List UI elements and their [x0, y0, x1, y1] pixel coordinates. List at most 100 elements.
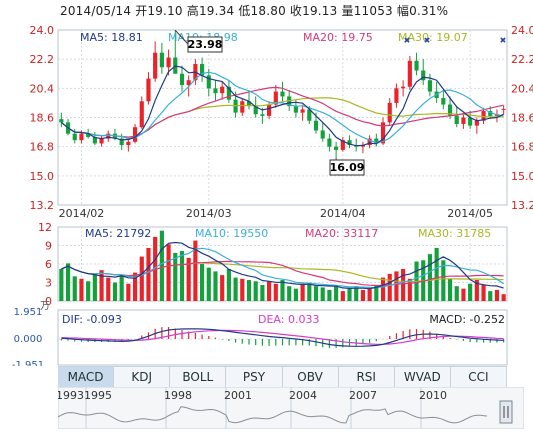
candle-body[interactable] [153, 52, 158, 79]
candle-body[interactable] [407, 60, 412, 87]
candle-body[interactable] [59, 119, 64, 123]
history-timeline[interactable]: 1993 1995 1998 2001 2004 2007 2010 [58, 387, 524, 429]
volume-bar[interactable] [327, 289, 332, 301]
volume-bar[interactable] [65, 263, 71, 301]
candle-body[interactable] [213, 88, 218, 94]
candle-body[interactable] [220, 86, 225, 94]
volume-bar[interactable] [186, 257, 191, 301]
stock-chart[interactable]: 24.0 24.0 22.2 22.2 20.4 20.4 18.6 18.6 16.8 16.8… [0, 0, 533, 366]
volume-bar[interactable] [494, 289, 500, 301]
candle-body[interactable] [488, 111, 493, 116]
volume-bar[interactable] [307, 282, 312, 302]
candle-body[interactable] [380, 122, 386, 144]
candle-body[interactable] [246, 101, 252, 107]
volume-bar[interactable] [233, 277, 238, 301]
volume-bar[interactable] [334, 284, 339, 301]
candle-body[interactable] [414, 60, 419, 71]
volume-bar[interactable] [92, 273, 97, 301]
candle-body[interactable] [401, 86, 406, 89]
candle-body[interactable] [347, 140, 352, 146]
candle-body[interactable] [186, 80, 191, 86]
candle-body[interactable] [179, 73, 185, 86]
candle-body[interactable] [468, 117, 473, 126]
volume-bar[interactable] [434, 247, 439, 301]
volume-bar[interactable] [119, 275, 124, 301]
candle-body[interactable] [481, 111, 486, 121]
candle-body[interactable] [132, 127, 138, 142]
tab-wvad[interactable]: WVAD [394, 367, 451, 387]
volume-bar[interactable] [427, 254, 433, 301]
tab-rsi[interactable]: RSI [338, 367, 395, 387]
volume-bar[interactable] [72, 276, 77, 301]
volume-bar[interactable] [267, 281, 272, 301]
volume-bar[interactable] [347, 288, 352, 301]
volume-bar[interactable] [407, 278, 412, 301]
candle-body[interactable] [367, 138, 372, 146]
volume-bar[interactable] [360, 289, 365, 301]
candle-body[interactable] [461, 117, 466, 124]
volume-bar[interactable] [300, 283, 305, 301]
volume-bar[interactable] [340, 291, 345, 301]
candle-body[interactable] [273, 91, 278, 105]
volume-bar[interactable] [226, 268, 231, 301]
volume-bar[interactable] [447, 278, 453, 301]
candle-body[interactable] [166, 57, 171, 68]
candle-body[interactable] [226, 86, 231, 100]
candle-body[interactable] [106, 133, 111, 139]
candle-body[interactable] [394, 88, 399, 103]
volume-bar[interactable] [206, 267, 211, 301]
volume-bar[interactable] [280, 280, 285, 301]
volume-bar[interactable] [153, 236, 158, 301]
volume-bar[interactable] [273, 283, 278, 301]
volume-bar[interactable] [468, 283, 473, 301]
candle-body[interactable] [126, 141, 131, 146]
candle-body[interactable] [92, 136, 97, 144]
candle-body[interactable] [374, 138, 379, 144]
volume-bar[interactable] [313, 286, 319, 301]
volume-bar[interactable] [132, 272, 138, 301]
candle-body[interactable] [79, 133, 84, 141]
tab-cci[interactable]: CCI [450, 367, 507, 387]
volume-bar[interactable] [200, 264, 205, 301]
tab-boll[interactable]: BOLL [170, 367, 227, 387]
tab-kdj[interactable]: KDJ [114, 367, 171, 387]
candle-body[interactable] [334, 146, 339, 150]
volume-bar[interactable] [380, 277, 386, 301]
candle-body[interactable] [387, 102, 392, 123]
volume-bar[interactable] [354, 286, 359, 301]
candle-body[interactable] [200, 64, 205, 76]
volume-bar[interactable] [488, 291, 493, 301]
volume-bar[interactable] [367, 287, 372, 301]
candle-body[interactable] [447, 104, 453, 116]
tab-psy[interactable]: PSY [226, 367, 283, 387]
volume-bar[interactable] [394, 271, 399, 301]
candle-body[interactable] [99, 138, 104, 144]
volume-bar[interactable] [246, 280, 252, 301]
volume-bar[interactable] [387, 273, 392, 301]
candle-body[interactable] [421, 70, 426, 81]
volume-bar[interactable] [79, 278, 84, 301]
candle-body[interactable] [454, 115, 459, 124]
candle-body[interactable] [300, 109, 305, 113]
volume-bar[interactable] [220, 275, 225, 301]
timeline-handle[interactable] [499, 400, 513, 424]
volume-bar[interactable] [213, 271, 218, 301]
volume-bar[interactable] [260, 284, 265, 301]
tab-obv[interactable]: OBV [282, 367, 339, 387]
volume-bar[interactable] [240, 278, 245, 301]
volume-bar[interactable] [441, 260, 446, 301]
candle-body[interactable] [72, 133, 77, 141]
candle-body[interactable] [320, 130, 325, 139]
volume-bar[interactable] [112, 282, 118, 302]
candle-body[interactable] [340, 140, 345, 150]
candle-body[interactable] [253, 106, 258, 115]
candle-body[interactable] [260, 114, 265, 116]
candle-body[interactable] [313, 120, 319, 131]
candle-body[interactable] [441, 98, 446, 105]
candle-body[interactable] [501, 108, 506, 110]
candle-body[interactable] [474, 120, 479, 126]
volume-bar[interactable] [287, 286, 292, 301]
volume-bar[interactable] [253, 281, 258, 301]
candle-body[interactable] [267, 104, 272, 116]
candle-body[interactable] [119, 138, 124, 146]
